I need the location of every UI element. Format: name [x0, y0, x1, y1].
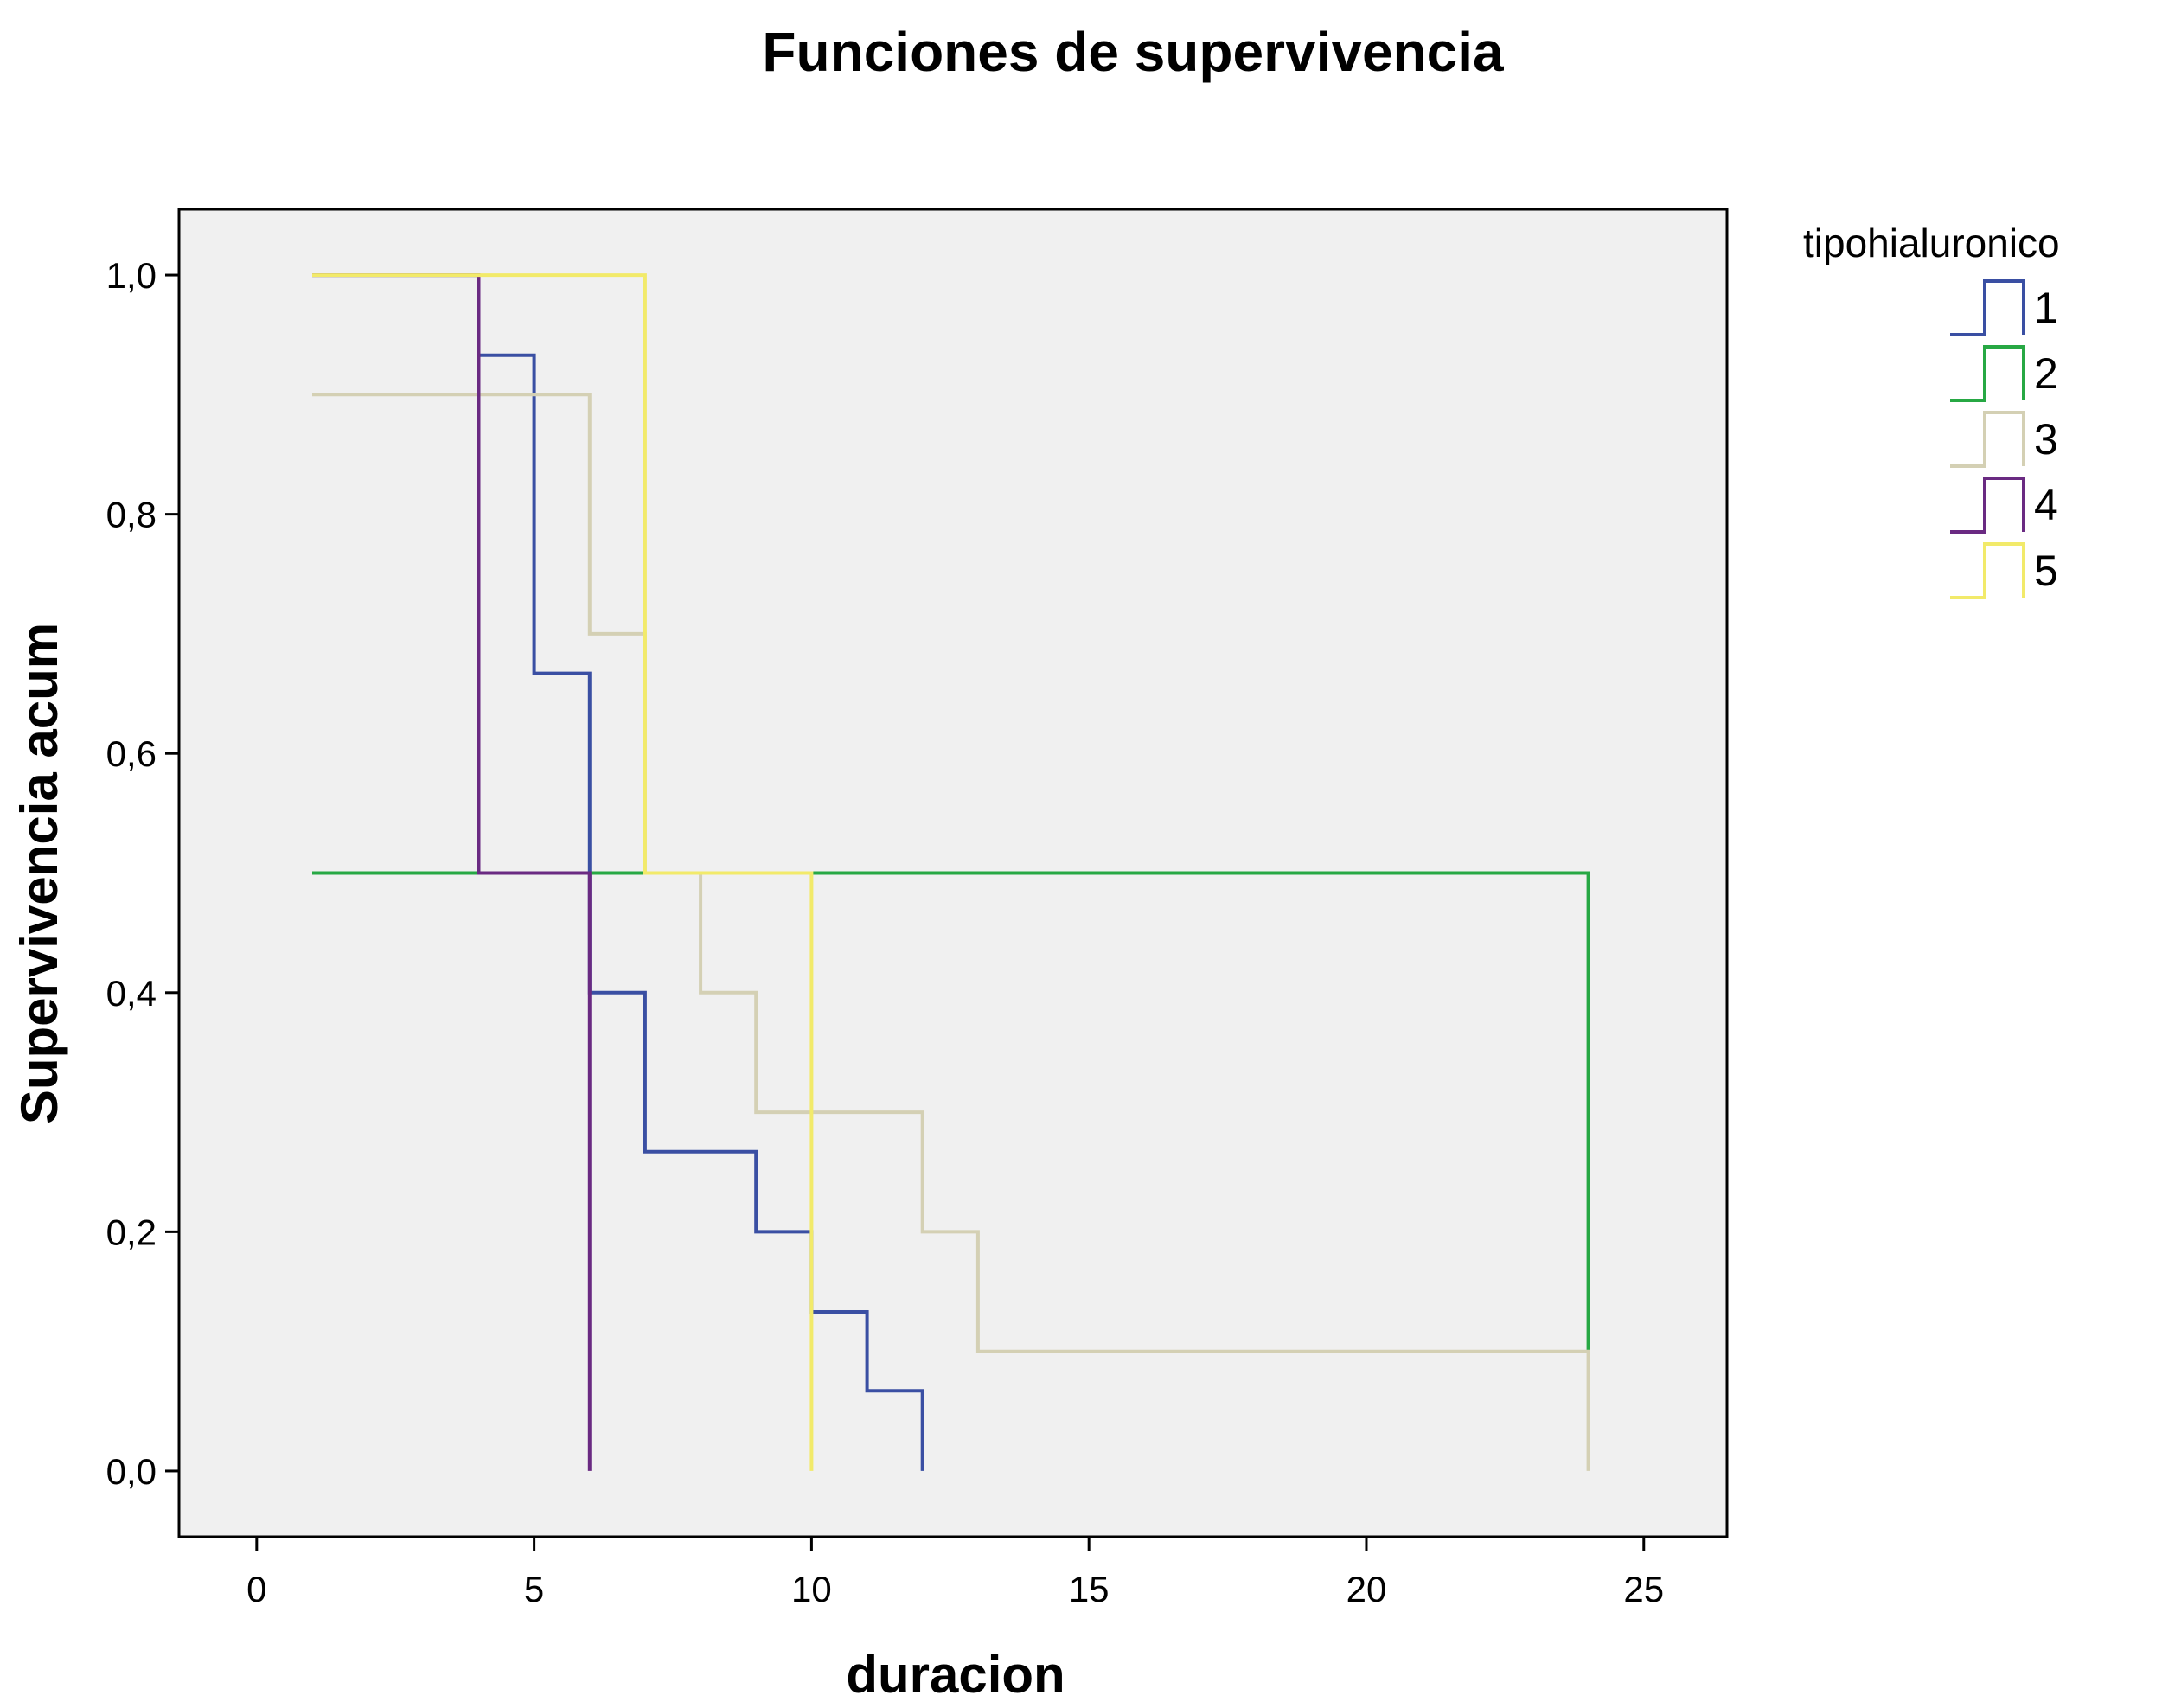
x-axis: 0 5 10 15 20 25: [246, 1537, 1664, 1609]
x-tick-label: 0: [246, 1569, 266, 1609]
legend-label-1: 1: [2034, 284, 2058, 332]
legend-label-4: 4: [2034, 481, 2058, 529]
y-tick-label: 0,8: [106, 495, 157, 535]
series-line-5: [312, 273, 814, 1471]
series-line-3: [312, 393, 1590, 1471]
legend-label-5: 5: [2034, 547, 2058, 595]
x-tick-label: 20: [1346, 1569, 1387, 1609]
x-tick-label: 15: [1069, 1569, 1110, 1609]
legend-symbol-4: [1950, 477, 2025, 534]
legend: tipohialuronico 1 2 3 4 5: [1803, 221, 2060, 599]
legend-symbol-3: [1950, 411, 2025, 468]
series-line-1: [312, 273, 924, 1471]
legend-symbol-1: [1950, 279, 2025, 336]
y-tick-label: 0,6: [106, 733, 157, 774]
legend-title: tipohialuronico: [1803, 221, 2060, 265]
legend-label-2: 2: [2034, 349, 2058, 398]
y-tick-label: 0,2: [106, 1212, 157, 1252]
legend-label-3: 3: [2034, 415, 2058, 464]
x-axis-title: duracion: [846, 1646, 1065, 1704]
legend-symbol-2: [1950, 345, 2025, 402]
legend-symbol-5: [1950, 542, 2025, 599]
y-tick-label: 1,0: [106, 255, 157, 296]
y-tick-label: 0,0: [106, 1451, 157, 1492]
y-axis: 0,0 0,2 0,4 0,6 0,8 1,0: [106, 255, 179, 1492]
x-tick-label: 10: [791, 1569, 832, 1609]
x-tick-label: 5: [524, 1569, 544, 1609]
y-axis-title: Supervivencia acum: [10, 623, 68, 1124]
chart-title: Funciones de supervivencia: [762, 21, 1504, 83]
series-layer: [312, 273, 1590, 1471]
y-tick-label: 0,4: [106, 973, 157, 1014]
x-tick-label: 25: [1623, 1569, 1664, 1609]
